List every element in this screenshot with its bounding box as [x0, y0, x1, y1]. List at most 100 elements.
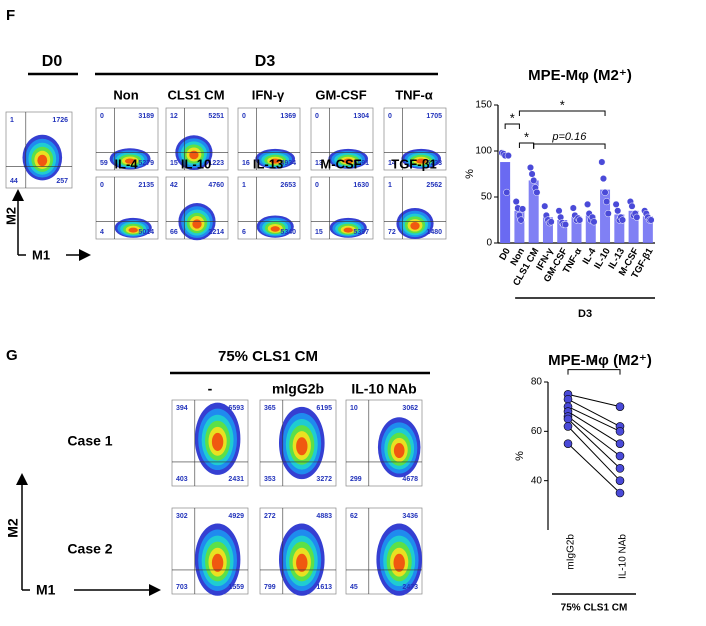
quadrant-value: 1613 [316, 584, 332, 591]
annotation: * [524, 129, 529, 144]
density [393, 553, 405, 572]
significance-bracket [533, 143, 606, 149]
plot-title: TGF-β1 [391, 156, 437, 171]
quadrant-value: 302 [176, 513, 188, 520]
quadrant-value: 299 [350, 476, 362, 483]
x-tick-label: mIgG2b [566, 534, 577, 570]
quadrant-value: 62 [350, 513, 358, 520]
quadrant-value: 16 [242, 160, 250, 167]
quadrant-value: 6195 [316, 405, 332, 412]
quadrant-value: 4934 [280, 160, 296, 167]
point [615, 427, 625, 436]
point [541, 202, 549, 210]
quadrant-value: 4678 [402, 476, 418, 483]
point [563, 414, 573, 424]
point [615, 439, 625, 448]
point [598, 158, 606, 166]
quadrant-value: 353 [264, 476, 276, 483]
density [416, 158, 427, 164]
point [633, 213, 641, 221]
quadrant-value: 1223 [208, 160, 224, 167]
density [37, 154, 48, 167]
group-label: 75% CLS1 CM [561, 603, 628, 614]
plot-title: GM-CSF [315, 87, 366, 102]
quadrant-value: 403 [176, 476, 188, 483]
quadrant-value: 2473 [402, 584, 418, 591]
density [270, 226, 280, 232]
point [561, 221, 569, 229]
density [211, 432, 224, 451]
panel-label: G [6, 347, 18, 364]
bar [542, 217, 553, 243]
density [270, 158, 281, 164]
quadrant-value: 3436 [402, 513, 418, 520]
quadrant-value: 4760 [208, 182, 224, 189]
point [590, 218, 598, 226]
point [599, 175, 607, 183]
quadrant-value: 1369 [280, 113, 296, 120]
point [547, 218, 555, 226]
point [603, 198, 611, 206]
point [563, 439, 573, 448]
point [614, 207, 622, 215]
quadrant-value: 365 [264, 405, 276, 412]
quadrant-value: 272 [264, 513, 276, 520]
point [615, 402, 625, 411]
quadrant-value: 257 [56, 178, 68, 185]
y-tick-label: 80 [531, 377, 543, 388]
column-title: mIgG2b [272, 381, 324, 397]
plot-title: Non [113, 87, 138, 102]
g-header: 75% CLS1 CM [218, 348, 318, 365]
pair-line [567, 393, 621, 408]
quadrant-value: 15 [315, 229, 323, 236]
quadrant-value: 1705 [426, 113, 442, 120]
significance-bracket [504, 123, 520, 129]
point [569, 204, 577, 212]
plot-title: CLS1 CM [167, 87, 224, 102]
quadrant-value: 3272 [316, 476, 332, 483]
panel-label: F [6, 7, 15, 24]
case-label: Case 1 [67, 433, 112, 449]
point [576, 216, 584, 224]
quadrant-value: 0 [315, 182, 319, 189]
quadrant-value: 0 [242, 113, 246, 120]
quadrant-value: 14 [388, 160, 396, 167]
quadrant-value: 4883 [316, 513, 332, 520]
quadrant-value: 2562 [426, 182, 442, 189]
pair-line [567, 418, 621, 469]
quadrant-value: 1559 [228, 584, 244, 591]
point [584, 200, 592, 208]
y-tick-label: 60 [531, 426, 543, 437]
y-tick-label: 150 [475, 100, 492, 111]
point [504, 152, 512, 160]
significance-bracket [567, 369, 621, 375]
m2-label: M2 [5, 518, 21, 538]
quadrant-value: 44 [10, 178, 18, 185]
chart-title: MPE-Mφ (M2⁺) [548, 352, 652, 369]
bar [642, 216, 653, 243]
plot-title: IL-10 [181, 156, 211, 171]
quadrant-value: 13 [315, 160, 323, 167]
density [393, 443, 405, 459]
plot-title: IL-13 [253, 156, 283, 171]
quadrant-value: 10 [350, 405, 358, 412]
quadrant-value: 2214 [208, 229, 224, 236]
point [647, 216, 655, 224]
point [555, 207, 563, 215]
density [128, 227, 138, 233]
quadrant-value: 1726 [52, 117, 68, 124]
pair-line [567, 416, 621, 457]
point [615, 476, 625, 485]
quadrant-value: 4 [100, 229, 104, 236]
point [612, 200, 620, 208]
quadrant-value: 59 [100, 160, 108, 167]
quadrant-value: 5340 [280, 229, 296, 236]
pair-line [567, 406, 621, 432]
pair-line [567, 443, 621, 494]
y-tick-label: 0 [486, 238, 492, 249]
quadrant-value: 3189 [138, 113, 154, 120]
density [211, 553, 224, 572]
quadrant-value: 1 [242, 182, 246, 189]
annotation: * [510, 110, 515, 125]
quadrant-value: 1480 [426, 229, 442, 236]
